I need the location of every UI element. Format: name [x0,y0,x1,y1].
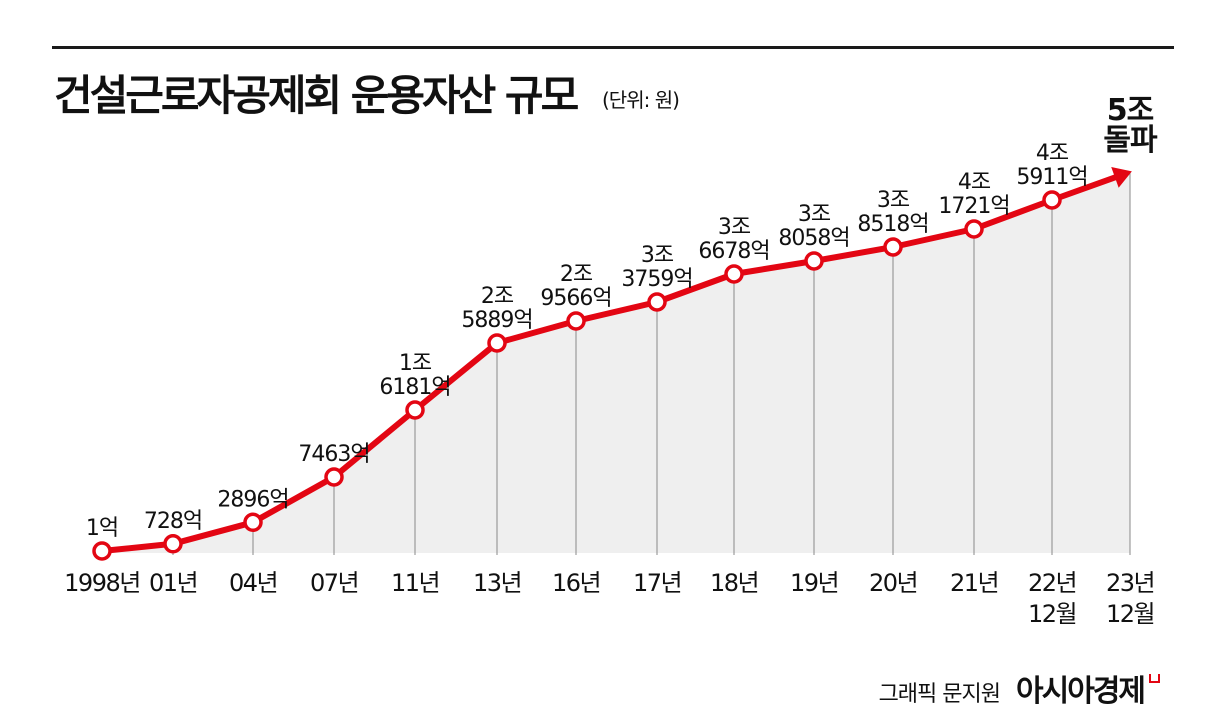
final-label: 5조 [1107,93,1154,128]
data-label: 2조 [560,262,593,287]
x-tick-label: 20년 [869,569,917,597]
data-point [964,219,984,239]
top-rule [52,46,1174,49]
data-label: 728억 [144,509,202,534]
data-label: 6181억 [379,375,450,400]
data-point [92,541,112,561]
x-tick-label: 07년 [310,569,358,597]
data-label: 3759억 [621,267,692,292]
data-point [647,292,667,312]
brand-mark-icon [1149,674,1160,683]
x-tick-label: 12월 [1106,600,1154,628]
data-label: 7463억 [298,442,369,467]
arrow-head [1111,167,1132,188]
x-tick-label: 19년 [790,569,838,597]
unit-label: (단위: 원) [602,88,680,112]
data-point [566,311,586,331]
data-point [804,251,824,271]
x-tick-label: 01년 [149,569,197,597]
data-point [405,400,425,420]
x-tick-label: 13년 [473,569,521,597]
data-point [487,333,507,353]
data-label: 1억 [86,516,118,541]
x-tick-label: 23년 [1106,569,1154,597]
x-tick-label: 17년 [633,569,681,597]
data-label: 1조 [399,351,432,376]
x-tick-label: 21년 [950,569,998,597]
x-tick-label: 12월 [1028,600,1076,628]
x-tick-label: 1998년 [64,569,140,597]
data-label: 2조 [481,284,514,309]
data-point [324,467,344,487]
final-label: 돌파 [1103,123,1158,158]
data-label: 2896억 [217,487,288,512]
graphic-credit: 그래픽 문지원 [878,682,1001,707]
x-tick-label: 11년 [391,569,439,597]
data-label: 4조 [1036,141,1069,166]
x-tick-label: 04년 [229,569,277,597]
data-label: 8518억 [857,212,928,237]
data-label: 3조 [718,215,751,240]
data-label: 6678억 [698,239,769,264]
data-label: 1721억 [938,194,1009,219]
data-label: 3조 [877,188,910,213]
data-label: 5889억 [461,308,532,333]
series-line [99,174,1118,554]
x-tick-label: 22년 [1028,569,1076,597]
data-label: 3조 [641,243,674,268]
data-label: 8058억 [778,226,849,251]
data-label: 5911억 [1016,165,1087,190]
chart-title: 건설근로자공제회 운용자산 규모 [54,71,579,120]
data-label: 9566억 [540,286,611,311]
data-point [243,512,263,533]
x-tick-label: 18년 [710,569,758,597]
data-label: 3조 [798,202,831,227]
credit: 그래픽 문지원 아시아경제 [879,666,1160,710]
data-label: 4조 [958,170,991,195]
x-tick-label: 16년 [552,569,600,597]
data-point [883,237,903,257]
brand-logo: 아시아경제 [1016,674,1146,709]
data-point [724,264,744,284]
data-point [163,534,183,554]
data-point [1042,190,1062,210]
